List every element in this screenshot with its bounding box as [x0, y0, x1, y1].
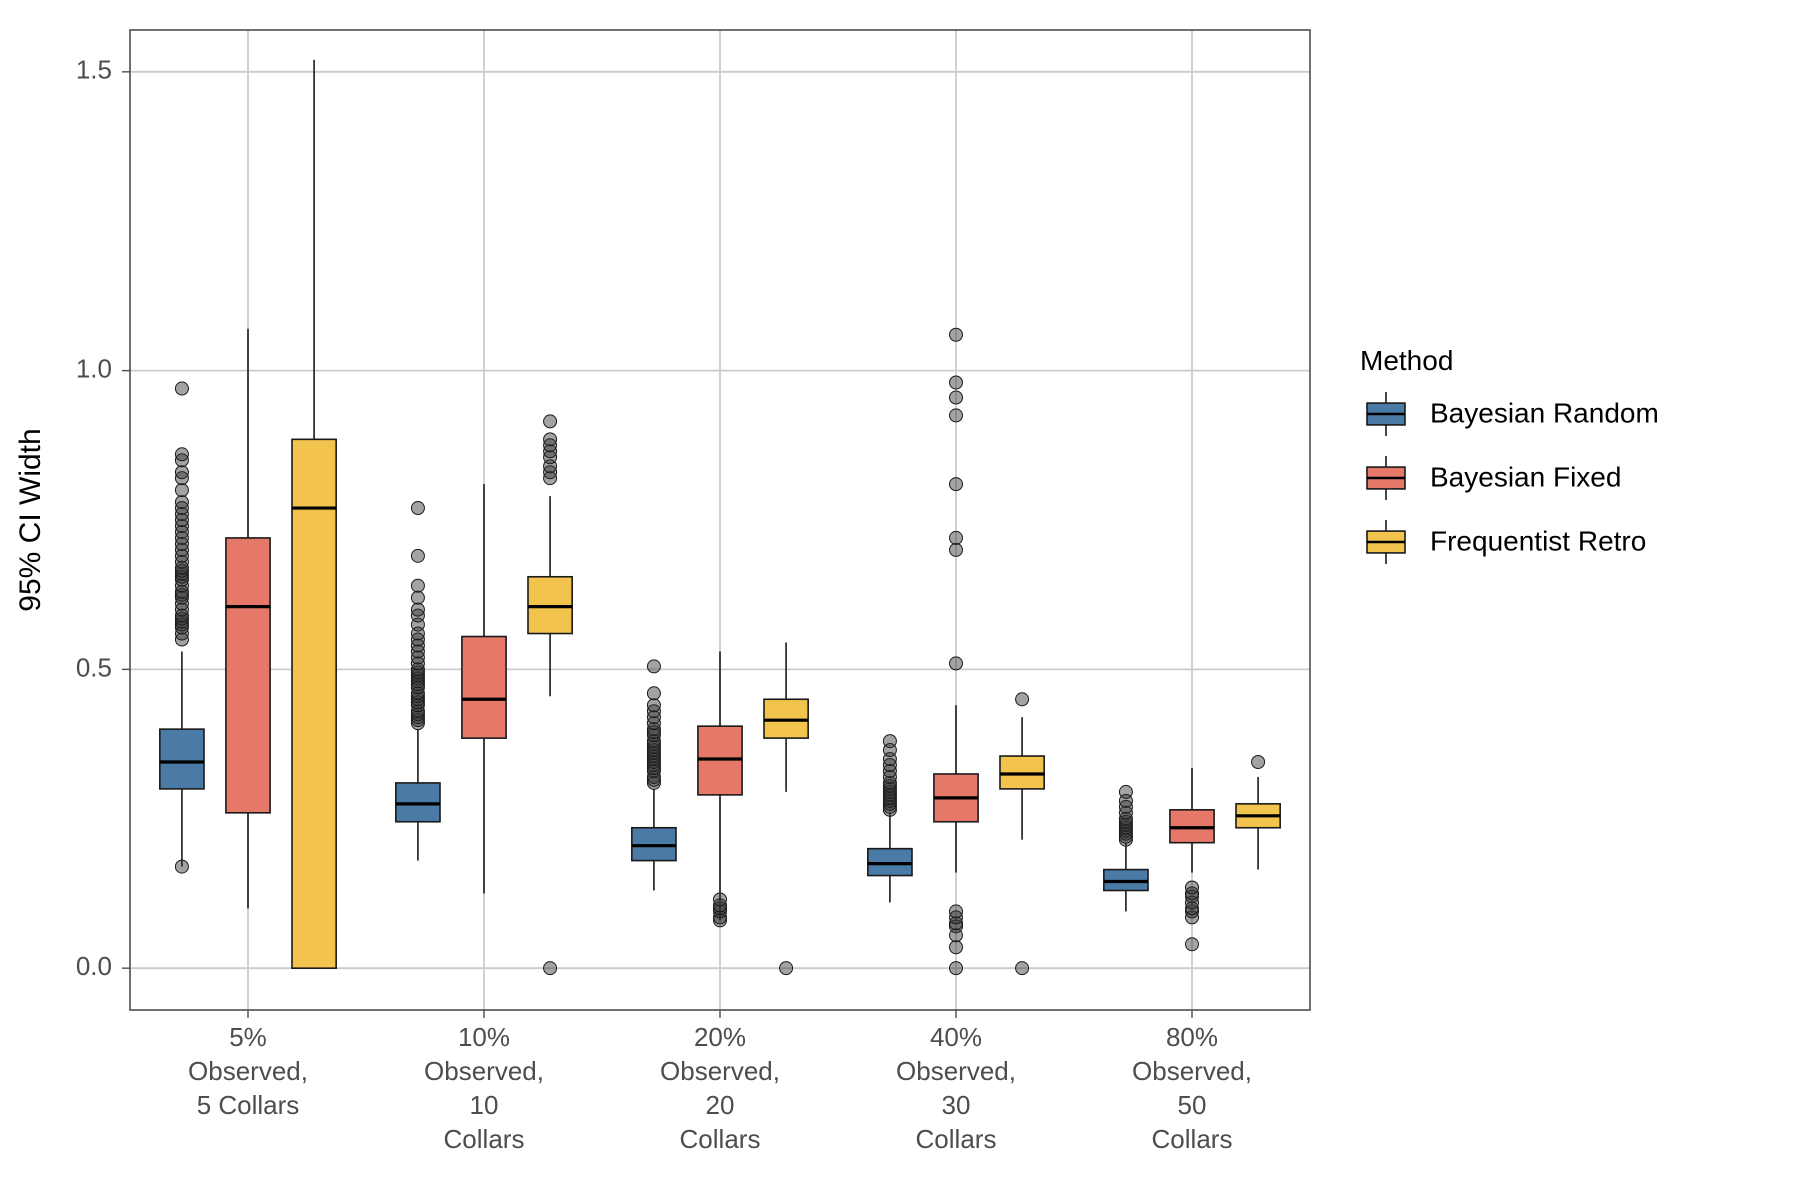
boxplot-chart: 0.0 0.5 1.0 1.5 95% CI Width 5% Observed, 5 Col… [0, 0, 1800, 1200]
outlier-point [411, 579, 424, 592]
outlier-point [175, 448, 188, 461]
y-axis-title: 95% CI Width [14, 428, 47, 611]
outlier-point [544, 962, 557, 975]
legend-label: Bayesian Random [1430, 397, 1659, 428]
y-tick-label: 1.5 [76, 55, 112, 85]
outlier-point [950, 328, 963, 341]
outlier-point [1252, 756, 1265, 769]
outlier-point [544, 415, 557, 428]
y-tick-label: 0.5 [76, 652, 112, 682]
outlier-point [175, 496, 188, 509]
outlier-point [950, 543, 963, 556]
x-tick-label: 5 Collars [197, 1090, 300, 1120]
box [462, 637, 506, 739]
x-tick-label: Collars [680, 1124, 761, 1154]
outlier-point [647, 699, 660, 712]
outlier-point [1186, 938, 1199, 951]
x-tick-label: 20% [694, 1022, 746, 1052]
outlier-point [175, 382, 188, 395]
legend-label: Frequentist Retro [1430, 525, 1646, 556]
outlier-point [175, 860, 188, 873]
x-tick-label: 30 [942, 1090, 971, 1120]
outlier-point [1119, 785, 1132, 798]
outlier-point [175, 484, 188, 497]
x-tick-label: Collars [1152, 1124, 1233, 1154]
x-tick-label: 5% [229, 1022, 267, 1052]
y-tick-label: 1.0 [76, 353, 112, 383]
outlier-point [647, 687, 660, 700]
outlier-point [175, 466, 188, 479]
outlier-point [950, 531, 963, 544]
outlier-point [950, 376, 963, 389]
outlier-point [714, 893, 727, 906]
outlier-point [950, 478, 963, 491]
x-tick-label: 20 [706, 1090, 735, 1120]
legend-label: Bayesian Fixed [1430, 461, 1621, 492]
legend-title: Method [1360, 345, 1453, 376]
outlier-point [950, 657, 963, 670]
box [226, 538, 270, 813]
x-tick-label: Observed, [660, 1056, 780, 1086]
x-tick-label: 50 [1178, 1090, 1207, 1120]
outlier-point [411, 603, 424, 616]
y-tick-label: 0.0 [76, 951, 112, 981]
outlier-point [950, 409, 963, 422]
outlier-point [780, 962, 793, 975]
outlier-point [411, 549, 424, 562]
x-tick-label: Observed, [188, 1056, 308, 1086]
outlier-point [1016, 693, 1029, 706]
outlier-point [950, 941, 963, 954]
outlier-point [411, 591, 424, 604]
x-tick-label: Collars [444, 1124, 525, 1154]
outlier-point [883, 735, 896, 748]
outlier-point [1186, 881, 1199, 894]
outlier-point [950, 905, 963, 918]
outlier-point [1016, 962, 1029, 975]
x-tick-label: 40% [930, 1022, 982, 1052]
outlier-point [950, 962, 963, 975]
x-tick-label: 80% [1166, 1022, 1218, 1052]
outlier-point [647, 660, 660, 673]
outlier-point [950, 391, 963, 404]
x-tick-label: Observed, [1132, 1056, 1252, 1086]
box [160, 729, 204, 789]
x-tick-label: Observed, [424, 1056, 544, 1086]
outlier-point [544, 433, 557, 446]
x-tick-label: Observed, [896, 1056, 1016, 1086]
box [292, 439, 336, 968]
x-tick-label: 10 [470, 1090, 499, 1120]
outlier-point [411, 502, 424, 515]
x-tick-label: Collars [916, 1124, 997, 1154]
x-tick-label: 10% [458, 1022, 510, 1052]
